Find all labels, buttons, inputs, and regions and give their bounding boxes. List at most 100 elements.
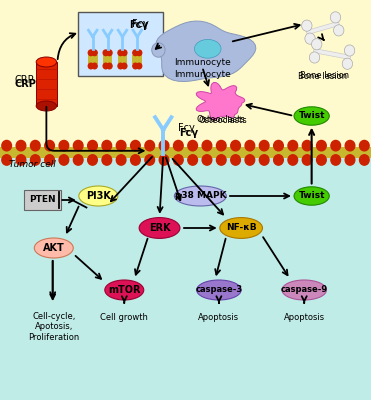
- Ellipse shape: [197, 280, 241, 300]
- Circle shape: [309, 52, 320, 63]
- Ellipse shape: [105, 280, 144, 300]
- Text: AKT: AKT: [43, 243, 65, 253]
- Circle shape: [174, 140, 183, 151]
- Text: Twist: Twist: [298, 112, 325, 120]
- Circle shape: [16, 140, 26, 151]
- Circle shape: [316, 155, 326, 165]
- Circle shape: [59, 140, 69, 151]
- FancyBboxPatch shape: [24, 190, 61, 210]
- Circle shape: [359, 155, 369, 165]
- Circle shape: [59, 155, 69, 165]
- Circle shape: [245, 155, 255, 165]
- Circle shape: [45, 140, 55, 151]
- Circle shape: [73, 155, 83, 165]
- Text: CRP: CRP: [15, 75, 35, 85]
- Ellipse shape: [294, 187, 329, 205]
- Text: NF-κB: NF-κB: [226, 224, 256, 232]
- Bar: [103, 55, 112, 64]
- Circle shape: [145, 155, 155, 165]
- Ellipse shape: [34, 238, 73, 258]
- Circle shape: [103, 50, 108, 56]
- Circle shape: [116, 155, 126, 165]
- Circle shape: [92, 63, 97, 69]
- Text: Apoptosis: Apoptosis: [198, 313, 239, 322]
- Circle shape: [188, 155, 197, 165]
- Ellipse shape: [36, 101, 56, 111]
- Circle shape: [137, 50, 142, 56]
- Circle shape: [202, 155, 212, 165]
- Text: Bone lesion: Bone lesion: [298, 72, 347, 81]
- Circle shape: [231, 155, 240, 165]
- Circle shape: [88, 140, 97, 151]
- Text: PTEN: PTEN: [29, 196, 56, 204]
- Bar: [0, 0, 371, 153]
- Circle shape: [88, 155, 97, 165]
- Circle shape: [131, 140, 140, 151]
- Circle shape: [102, 155, 112, 165]
- Ellipse shape: [36, 57, 56, 67]
- Circle shape: [316, 140, 326, 151]
- Bar: [36, 62, 56, 106]
- Text: Twist: Twist: [298, 192, 325, 200]
- Circle shape: [122, 50, 127, 56]
- Text: Osteoclasts: Osteoclasts: [196, 115, 245, 124]
- Ellipse shape: [282, 280, 326, 300]
- Polygon shape: [196, 82, 245, 120]
- FancyBboxPatch shape: [78, 12, 163, 76]
- Ellipse shape: [294, 107, 329, 125]
- Circle shape: [288, 140, 298, 151]
- Circle shape: [159, 140, 169, 151]
- Text: Osteoclasts: Osteoclasts: [198, 116, 247, 125]
- Circle shape: [30, 140, 40, 151]
- Circle shape: [305, 33, 315, 44]
- Circle shape: [342, 58, 352, 69]
- Circle shape: [88, 50, 93, 56]
- Ellipse shape: [194, 40, 221, 58]
- Circle shape: [216, 140, 226, 151]
- Circle shape: [312, 39, 322, 50]
- Text: PI3K: PI3K: [86, 191, 111, 201]
- Text: Cell-cycle,
Apotosis,
Proliferation: Cell-cycle, Apotosis, Proliferation: [28, 312, 79, 342]
- Text: Bone lesion: Bone lesion: [300, 71, 349, 80]
- Circle shape: [159, 155, 169, 165]
- Circle shape: [288, 155, 298, 165]
- Circle shape: [302, 155, 312, 165]
- Circle shape: [137, 63, 142, 69]
- Text: Fcγ: Fcγ: [179, 128, 198, 138]
- Circle shape: [334, 25, 344, 36]
- Text: mTOR: mTOR: [108, 285, 141, 295]
- Circle shape: [88, 63, 93, 69]
- Circle shape: [330, 12, 341, 23]
- Circle shape: [274, 155, 283, 165]
- Text: Fcγ: Fcγ: [129, 20, 148, 30]
- Circle shape: [302, 20, 312, 31]
- Text: Fcγ: Fcγ: [178, 123, 195, 133]
- Text: CRP: CRP: [15, 79, 37, 89]
- Bar: [132, 55, 142, 64]
- Circle shape: [107, 50, 112, 56]
- Circle shape: [73, 140, 83, 151]
- Text: Tumor cell: Tumor cell: [9, 160, 56, 169]
- Circle shape: [344, 45, 355, 56]
- Bar: [88, 55, 98, 64]
- Text: ERK: ERK: [149, 223, 170, 233]
- Text: caspase-3: caspase-3: [195, 286, 243, 294]
- Circle shape: [92, 50, 97, 56]
- Circle shape: [2, 155, 12, 165]
- Bar: [118, 55, 127, 64]
- Text: Apoptosis: Apoptosis: [284, 313, 325, 322]
- Ellipse shape: [139, 218, 180, 238]
- Circle shape: [133, 63, 138, 69]
- Circle shape: [145, 140, 155, 151]
- Circle shape: [202, 140, 212, 151]
- Circle shape: [245, 140, 255, 151]
- Circle shape: [345, 140, 355, 151]
- Circle shape: [174, 155, 183, 165]
- Circle shape: [259, 140, 269, 151]
- Circle shape: [102, 140, 112, 151]
- Circle shape: [359, 140, 369, 151]
- Circle shape: [188, 140, 197, 151]
- Text: Immunocyte: Immunocyte: [174, 58, 230, 67]
- Circle shape: [45, 155, 55, 165]
- Circle shape: [131, 155, 140, 165]
